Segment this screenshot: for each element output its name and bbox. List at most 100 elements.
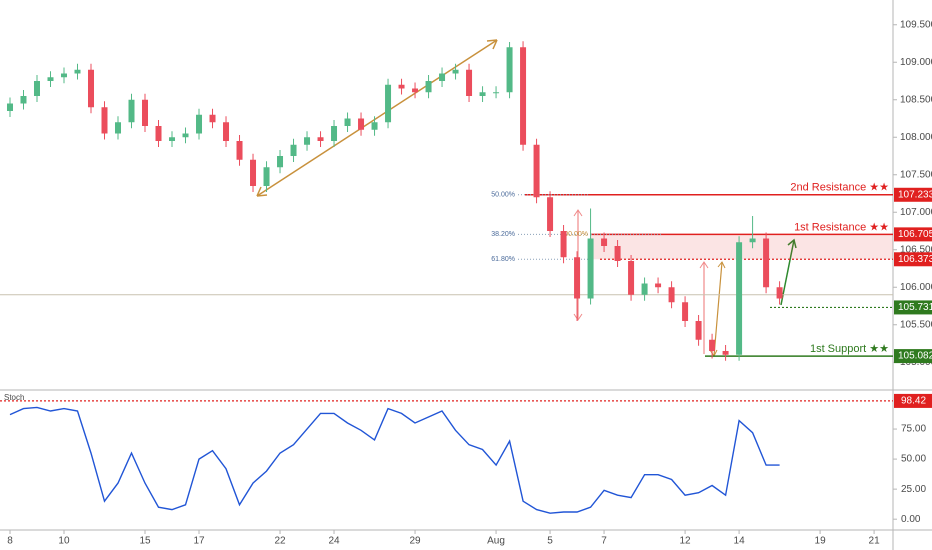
trend-arrow [256,39,498,197]
fib-label: 100.00% [560,231,588,238]
y-tick-label: 106.500 [900,244,932,255]
candle-body [587,238,594,299]
y-tick-label: 25.00 [901,484,926,495]
candle-body [776,287,783,299]
candle-body [398,84,405,89]
candle-body [115,122,122,134]
fib-label: 38.20% [491,231,515,238]
y-tick-label: 107.500 [900,169,932,180]
arrows [256,39,797,357]
y-tick-label: 108.500 [900,94,932,105]
candle-body [682,302,689,321]
candle-body [533,144,540,198]
arrow-head [256,39,498,197]
candle-body [574,257,581,299]
price-label: 105.082 [898,351,932,362]
pane-title: Stoch [4,393,24,402]
candle-body [344,118,351,126]
x-tick-label: 24 [328,536,340,547]
level-label: 1st Resistance ★★ [794,221,889,233]
candle-body [169,137,176,141]
candle-body [547,197,554,231]
candle-body [155,126,162,141]
x-tick-label: 5 [547,536,553,547]
candle-body [506,47,513,93]
candle-body [88,69,95,108]
candle-body [250,159,257,186]
candle-body [655,283,662,288]
candle-body [277,156,284,168]
candle-body [263,167,270,186]
candle-body [33,81,40,96]
candle-body [466,69,473,96]
x-tick-label: 10 [58,536,70,547]
price-label-box [894,349,932,364]
projection-arrow [780,239,795,306]
fib-label: 50.00% [491,192,515,199]
x-tick-label: Aug [487,536,505,547]
price-label-box [894,227,932,242]
candle-body [425,81,432,93]
candle-body [358,118,365,130]
candle-body [668,287,675,303]
candle-body [763,238,770,288]
price-label: 106.373 [898,254,932,265]
price-label-box [894,300,932,315]
candle-body [695,321,702,340]
candle-body [736,242,743,355]
price-label: 106.705 [898,229,932,240]
candle-body [439,73,446,81]
candle-body [60,73,67,78]
candle-body [20,96,27,104]
candle-body [412,88,419,93]
y-tick-label: 109.000 [900,57,932,68]
candles [6,41,783,361]
x-tick-label: 29 [409,536,421,547]
x-tick-label: 22 [274,536,286,547]
arrow-head [573,209,583,321]
stoch-line [9,406,780,514]
candle-body [182,133,189,138]
y-tick-label: 105.500 [900,319,932,330]
candle-body [128,99,135,123]
level-label: 1st Support ★★ [810,343,889,355]
price-label-box [894,393,932,408]
y-tick-label: 106.000 [900,282,932,293]
candle-body [223,122,230,141]
x-tick-label: 7 [601,536,607,547]
candle-body [614,246,621,261]
x-tick-label: 14 [734,536,746,547]
x-tick-label: 21 [869,536,881,547]
candle-body [560,231,567,258]
candle-body [196,114,203,134]
candle-body [452,69,459,74]
price-label: 107.233 [898,189,932,200]
candle-body [709,339,716,351]
candle-body [749,238,756,243]
candle-body [101,107,108,134]
candle-body [479,92,486,96]
fib-label: 61.80% [491,256,515,263]
y-tick-label: 50.00 [901,454,926,465]
candle-body [520,47,527,145]
x-tick-label: 15 [139,536,151,547]
y-tick-label: 107.000 [900,207,932,218]
candle-body [290,144,297,156]
y-tick-label: 0.00 [901,514,921,525]
candle-body [628,261,635,295]
candle-body [142,99,149,126]
candle-body [304,137,311,145]
price-label: 98.42 [901,396,926,407]
candle-body [493,92,500,94]
price-label-box [894,187,932,202]
candle-body [317,137,324,141]
candle-body [236,141,243,160]
measure-arrow [713,261,723,357]
price-label: 105.731 [898,302,932,313]
price-label-box [894,252,932,267]
x-tick-label: 17 [193,536,205,547]
arrow-head [787,238,797,249]
candle-body [209,114,216,123]
